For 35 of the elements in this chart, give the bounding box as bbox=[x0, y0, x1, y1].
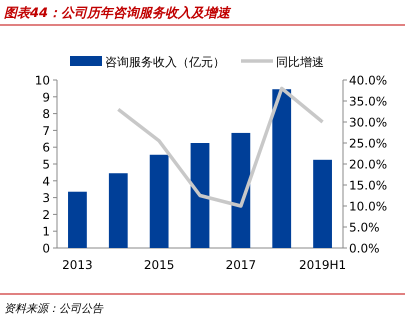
y-tick-label: 4 bbox=[42, 174, 50, 188]
y-tick-label: 0 bbox=[42, 242, 50, 256]
bar bbox=[108, 173, 128, 248]
legend-label: 同比增速 bbox=[276, 55, 324, 69]
y2-tick-label: 20.0% bbox=[349, 158, 388, 172]
y-tick-label: 2 bbox=[42, 208, 50, 222]
bar bbox=[313, 160, 332, 248]
y2-tick-label: 15.0% bbox=[349, 178, 388, 192]
bar bbox=[150, 154, 169, 248]
y-tick-label: 1 bbox=[42, 224, 50, 239]
x-tick-label: 2013 bbox=[62, 258, 93, 272]
y-tick-label: 8 bbox=[42, 107, 50, 122]
y2-tick-label: 5.0% bbox=[349, 220, 380, 234]
y2-tick-label: 25.0% bbox=[349, 136, 388, 150]
y2-tick-label: 10.0% bbox=[349, 200, 388, 214]
y2-tick-label: 35.0% bbox=[349, 94, 388, 108]
legend-label: 咨询服务收入（亿元） bbox=[105, 55, 225, 69]
bar bbox=[68, 192, 87, 248]
bar bbox=[272, 89, 292, 248]
bar bbox=[190, 143, 210, 248]
y-tick-label: 5 bbox=[42, 158, 50, 172]
y2-tick-label: 40.0% bbox=[349, 74, 388, 88]
y2-tick-label: 30.0% bbox=[349, 116, 388, 130]
chart-title: 图表44：公司历年咨询服务收入及增速 bbox=[4, 5, 232, 21]
y-tick-label: 10 bbox=[34, 74, 50, 88]
x-tick-label: 2017 bbox=[226, 258, 256, 272]
x-tick-label: 2019H1 bbox=[298, 258, 346, 272]
x-tick-label: 2015 bbox=[144, 258, 174, 272]
y-tick-label: 6 bbox=[42, 140, 50, 155]
y2-tick-label: 0.0% bbox=[349, 242, 380, 256]
y-tick-label: 9 bbox=[42, 90, 50, 104]
bar bbox=[231, 132, 250, 248]
y-tick-label: 7 bbox=[42, 124, 50, 138]
text: 资料来源：公司公告 bbox=[4, 302, 104, 315]
y-tick-label: 3 bbox=[42, 191, 50, 206]
